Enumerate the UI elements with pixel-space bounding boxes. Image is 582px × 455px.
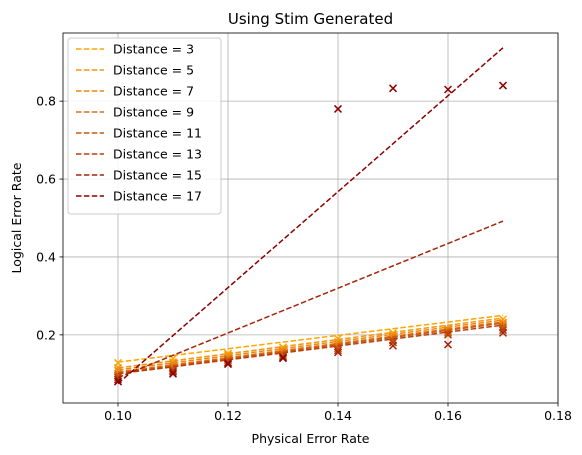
x-tick-label: 0.12 [214,408,242,423]
data-point [278,354,288,363]
data-point [168,367,178,376]
x-tick-label: 0.18 [544,408,572,423]
data-point [388,341,398,350]
data-point [498,81,508,90]
data-point [388,84,398,93]
y-tick-label: 0.2 [36,327,56,342]
legend-label: Distance = 15 [113,168,202,183]
plot-area [113,47,508,386]
y-axis: 0.2 0.4 0.6 0.8 [36,94,63,342]
data-point [278,352,288,361]
legend-item: Distance = 7 [76,84,194,99]
legend-item: Distance = 13 [76,147,202,162]
x-tick-label: 0.10 [104,408,132,423]
data-point [443,330,453,339]
x-axis-label: Physical Error Rate [252,431,370,446]
fit-line [117,47,504,385]
fit-line [117,322,504,374]
legend-item: Distance = 9 [76,105,194,120]
data-point [443,340,453,349]
legend-label: Distance = 3 [113,42,194,57]
y-axis-label: Logical Error Rate [9,162,24,273]
x-tick-label: 0.14 [324,408,352,423]
legend-label: Distance = 9 [113,105,194,120]
data-point [223,360,233,369]
legend-box [67,37,222,215]
data-point [443,328,453,337]
data-point [333,348,343,357]
series [113,47,508,386]
data-point [498,326,508,335]
legend-label: Distance = 11 [113,126,202,141]
fit-line [117,220,504,379]
chart-title: Using Stim Generated [228,10,393,28]
fit-line [117,321,504,373]
legend-item: Distance = 17 [76,189,202,204]
fit-line [117,314,504,363]
y-tick-label: 0.8 [36,94,56,109]
legend-item: Distance = 11 [76,126,202,141]
data-point [388,338,398,347]
legend-label: Distance = 5 [113,63,194,78]
x-tick-label: 0.16 [434,408,462,423]
data-point [223,358,233,367]
fit-line [117,324,504,375]
legend-item: Distance = 15 [76,168,202,183]
data-point [498,328,508,337]
data-point [113,377,123,386]
legend-label: Distance = 17 [113,189,202,204]
legend-item: Distance = 3 [76,42,194,57]
data-point [168,366,178,375]
data-point [333,346,343,355]
legend-item: Distance = 5 [76,63,194,78]
data-point [168,369,178,378]
plot-frame [62,32,559,404]
data-point [443,85,453,94]
legend: Distance = 3 Distance = 5 Distance = 7 Dist… [67,37,222,215]
data-point [333,104,343,113]
fit-line [117,317,504,369]
legend-label: Distance = 13 [113,147,202,162]
x-axis: 0.10 0.12 0.14 0.16 0.18 [104,403,572,423]
y-tick-label: 0.6 [36,172,56,187]
fit-line [117,319,504,371]
y-tick-label: 0.4 [36,249,56,264]
legend-label: Distance = 7 [113,84,194,99]
